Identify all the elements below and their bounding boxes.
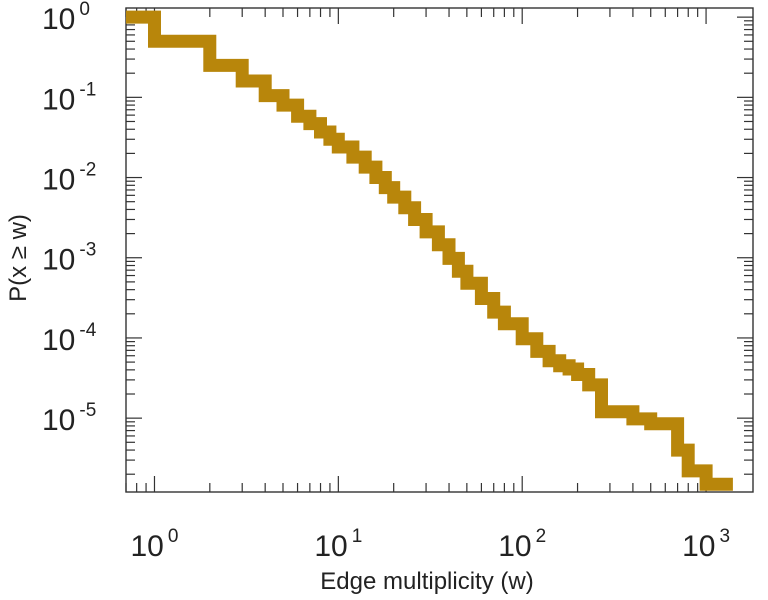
x-tick-label: 10 3 — [682, 526, 730, 563]
x-tick-label: 10 0 — [131, 526, 179, 563]
x-tick-labels: 10 0 10 1 10 2 10 3 — [131, 526, 731, 563]
y-tick-label: 10 -2 — [42, 160, 96, 197]
y-tick-label: 10 -4 — [42, 320, 97, 357]
y-tick-label: 10 -5 — [42, 400, 96, 437]
y-tick-label: 10 -1 — [42, 79, 96, 116]
x-tick-label: 10 2 — [498, 526, 546, 563]
y-tick-label: 10 0 — [42, 0, 90, 36]
series-line-ccdf — [126, 10, 733, 491]
x-tick-label: 10 1 — [314, 526, 362, 563]
y-axis-label: P(x ≥ w) — [5, 214, 32, 302]
y-tick-label: 10 -3 — [42, 240, 96, 277]
plot-frame — [125, 7, 754, 493]
x-axis-label: Edge multiplicity (w) — [320, 568, 533, 595]
